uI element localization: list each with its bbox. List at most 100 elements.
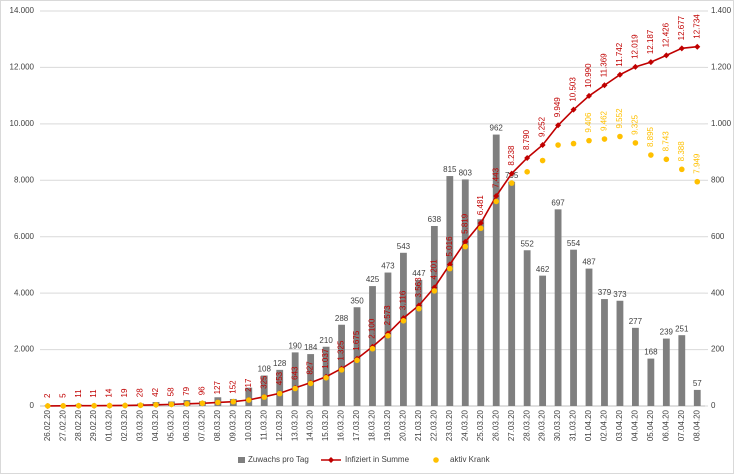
bar-label: 697 [551, 198, 565, 207]
line-label: 10.503 [569, 77, 578, 102]
legend-marker [328, 457, 334, 463]
x-tick-label: 28.02.20 [74, 409, 83, 441]
line-label: 2.573 [383, 305, 392, 326]
bar [632, 327, 639, 406]
bar-label: 638 [428, 215, 442, 224]
bar [554, 209, 562, 406]
y-tick-label: 10.000 [10, 119, 35, 128]
dot [184, 400, 190, 407]
line-label: 827 [306, 361, 315, 375]
y-tick-label: 0 [30, 401, 35, 410]
legend-label: Zuwachs pro Tag [248, 455, 309, 464]
line-label: 5.819 [460, 213, 469, 234]
dot [601, 136, 608, 142]
line-label: 10.990 [584, 63, 593, 88]
dot-label: 8.388 [677, 141, 686, 162]
dot [400, 317, 407, 324]
dot [679, 166, 685, 173]
bar [477, 219, 485, 406]
bar-label: 803 [459, 169, 473, 178]
bar-label: 190 [288, 342, 302, 351]
line-marker [601, 82, 608, 89]
bar-label: 552 [520, 239, 534, 248]
bar-label: 447 [412, 269, 426, 278]
line-marker [508, 170, 515, 177]
x-tick-label: 23.03.20 [445, 409, 454, 441]
line-label: 12.019 [631, 34, 640, 59]
line-label: 12.187 [646, 29, 655, 54]
line-marker [446, 261, 453, 268]
y2-tick-label: 400 [711, 288, 725, 297]
bar-label: 350 [350, 296, 364, 305]
legend-label: aktiv Krank [450, 455, 491, 464]
line-label: 3.563 [414, 277, 423, 298]
dot [354, 357, 360, 364]
x-tick-label: 06.03.20 [182, 409, 191, 441]
dot-label: 8.895 [646, 126, 655, 147]
dot [292, 385, 298, 392]
bar-label: 554 [567, 239, 581, 248]
dot-label: 8.743 [661, 131, 670, 152]
line-label: 9.252 [538, 116, 547, 137]
dot [462, 243, 469, 250]
x-tick-label: 26.02.20 [43, 409, 52, 441]
bar-label: 108 [258, 365, 272, 374]
dot [493, 198, 500, 205]
line-label: 11 [74, 389, 83, 398]
dot [586, 137, 592, 144]
dot [447, 265, 453, 272]
dot-label: 9.325 [631, 114, 640, 135]
y-tick-label: 4.000 [14, 288, 35, 297]
dot [276, 390, 283, 397]
bar-label: 184 [304, 343, 318, 352]
dot [168, 401, 175, 408]
y-tick-label: 6.000 [14, 232, 35, 241]
y2-tick-label: 1.400 [711, 6, 732, 15]
dot [199, 400, 206, 407]
line-label: 5 [58, 393, 67, 398]
line-marker [462, 238, 469, 245]
x-tick-label: 25.03.20 [476, 409, 485, 441]
line-label: 4.201 [429, 259, 438, 280]
line-label: 2.100 [368, 318, 377, 339]
dot [60, 403, 66, 409]
x-tick-label: 20.03.20 [399, 409, 408, 441]
line-label: 12.426 [661, 22, 670, 47]
x-tick-label: 05.04.20 [646, 409, 655, 441]
line-label: 11 [89, 389, 98, 398]
dot [570, 140, 577, 147]
bar [338, 324, 345, 406]
line-label: 79 [182, 386, 191, 395]
line-label: 58 [167, 387, 176, 396]
bar [400, 252, 407, 406]
line-label: 8.790 [522, 129, 531, 150]
legend-swatch [433, 457, 439, 463]
x-tick-label: 26.03.20 [491, 409, 500, 441]
line-label: 1.675 [352, 330, 361, 351]
bar-label: 379 [598, 288, 612, 297]
y2-tick-label: 600 [711, 232, 725, 241]
dot [338, 367, 345, 373]
bar-label: 462 [536, 265, 550, 274]
dot [75, 402, 82, 409]
bar [461, 179, 469, 406]
x-tick-label: 01.04.20 [584, 409, 593, 441]
y2-tick-label: 1.200 [711, 63, 732, 72]
bar [492, 134, 500, 407]
dot [153, 402, 159, 408]
line-label: 12.734 [692, 14, 701, 39]
bar-label: 251 [675, 324, 689, 333]
x-tick-label: 03.04.20 [615, 409, 624, 441]
dot [617, 133, 623, 140]
dot [663, 156, 670, 163]
line-label: 5.016 [445, 236, 454, 257]
bar [601, 299, 608, 406]
line-label: 1.037 [321, 348, 330, 369]
y2-tick-label: 200 [711, 345, 725, 354]
bar-label: 168 [644, 348, 658, 357]
line-label: 28 [136, 388, 145, 397]
bar [693, 389, 701, 406]
line-label: 12.677 [677, 15, 686, 40]
x-tick-label: 08.03.20 [213, 409, 222, 441]
